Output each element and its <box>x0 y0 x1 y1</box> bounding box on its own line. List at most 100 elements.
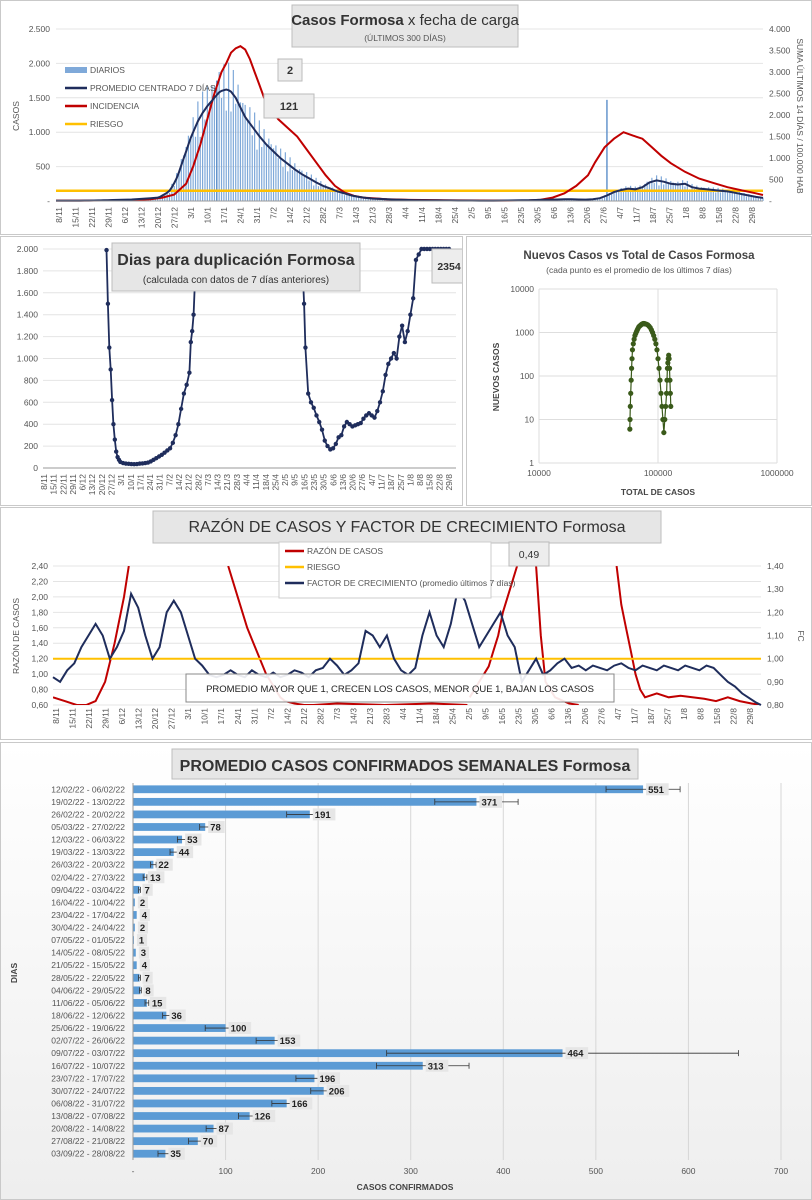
daily-bar <box>596 198 599 201</box>
c1-x-tick: 16/5 <box>500 207 510 224</box>
daily-bar <box>251 135 253 201</box>
daily-bar <box>353 195 355 201</box>
legend-label: RIESGO <box>307 562 340 572</box>
duplicacion-point <box>399 323 405 328</box>
c4-x-tick: 24/1 <box>233 708 243 725</box>
daily-bar <box>329 187 331 201</box>
category-label: 19/03/22 - 13/03/22 <box>51 847 125 857</box>
y-tick: 1,00 <box>31 669 48 679</box>
daily-bar <box>183 155 185 201</box>
scatter-point <box>666 365 673 371</box>
daily-bar <box>365 198 367 201</box>
daily-bar <box>287 171 289 201</box>
y-tick: 1.000 <box>29 127 51 137</box>
category-label: 28/05/22 - 22/05/22 <box>51 973 125 983</box>
category-label: 09/07/22 - 03/07/22 <box>51 1048 125 1058</box>
scatter-point <box>655 356 661 362</box>
daily-bar <box>315 177 317 201</box>
value-label-bg <box>138 946 149 959</box>
c1-x-tick: 25/4 <box>450 207 460 224</box>
daily-bar <box>239 102 242 201</box>
daily-bar <box>719 192 722 201</box>
duplicacion-point <box>383 372 388 378</box>
bar <box>133 810 310 819</box>
c4-x-tick: 14/3 <box>348 708 358 725</box>
y2-axis-label: SUMA ÚLTIMOS 14 DÍAS / 100.000 HAB <box>795 38 805 194</box>
daily-bar <box>256 149 258 201</box>
y-tick: 10 <box>525 415 535 425</box>
daily-bar <box>209 102 211 201</box>
daily-bar <box>710 190 712 201</box>
c1-x-tick: 30/5 <box>533 207 543 224</box>
duplicacion-point <box>408 312 413 317</box>
c1-x-tick: 18/4 <box>434 207 444 224</box>
duplicacion-point <box>372 415 377 420</box>
y2-tick: 1,30 <box>767 584 784 594</box>
chart-title: PROMEDIO CASOS CONFIRMADOS SEMANALES For… <box>180 758 631 775</box>
x-tick: 200 <box>311 1166 325 1176</box>
category-label: 13/08/22 - 07/08/22 <box>51 1111 125 1121</box>
daily-bar <box>348 195 350 201</box>
value-label: 166 <box>292 1099 308 1110</box>
scatter-point <box>656 365 662 371</box>
daily-bar <box>232 69 234 202</box>
x-tick: 10000 <box>527 468 551 478</box>
c1-x-tick: 29/8 <box>747 207 757 224</box>
c1-x-tick: 22/8 <box>731 207 741 224</box>
legend-label: DIARIOS <box>90 65 125 75</box>
y-tick: 1.800 <box>17 266 39 276</box>
daily-bar <box>637 189 639 201</box>
value-label-bg <box>136 934 148 947</box>
daily-bar <box>715 192 717 201</box>
x-tick: 400 <box>496 1166 510 1176</box>
value-label-bg <box>142 971 153 984</box>
daily-bar <box>698 188 700 201</box>
daily-bar <box>679 184 681 201</box>
c1-x-tick: 27/6 <box>599 207 609 224</box>
duplicacion-point <box>402 339 408 345</box>
c4-x-tick: 13/6 <box>563 708 573 725</box>
c4-x-tick: 22/11 <box>84 708 94 729</box>
y-tick: 2,40 <box>31 561 48 571</box>
c2-x-tick: 14/2 <box>174 474 184 491</box>
y2-tick: 1.500 <box>769 132 791 142</box>
c1-x-tick: 21/3 <box>368 207 378 224</box>
y-tick: 1 <box>529 458 534 468</box>
c1-x-tick: 11/7 <box>632 207 642 223</box>
daily-bar <box>752 195 755 201</box>
value-label-bg <box>176 846 194 859</box>
daily-bar <box>168 192 171 201</box>
bar <box>133 948 136 957</box>
duplicacion-point <box>330 446 336 451</box>
c2-x-tick: 27/12 <box>107 474 117 496</box>
y-tick: 2.000 <box>17 244 39 254</box>
annotation-box <box>431 248 462 284</box>
daily-bar <box>284 152 286 201</box>
c4-x-tick: 4/4 <box>398 708 408 720</box>
c2-x-tick: 11/4 <box>251 474 261 490</box>
scatter-point <box>663 403 669 410</box>
c4-x-tick: 28/3 <box>381 708 391 725</box>
value-label: 196 <box>319 1074 335 1085</box>
value-label-bg <box>137 896 149 909</box>
daily-bar <box>216 80 218 201</box>
daily-bar <box>696 185 698 201</box>
c4-x-tick: 11/4 <box>415 708 425 724</box>
c2-x-tick: 18/7 <box>386 474 396 491</box>
title-box <box>152 510 662 544</box>
c2-x-tick: 25/4 <box>270 474 280 491</box>
daily-bar <box>324 184 327 201</box>
bar <box>133 848 174 857</box>
y-tick: 2.000 <box>29 58 51 68</box>
y-axis-label: CASOS <box>11 101 21 131</box>
daily-bar <box>235 103 237 201</box>
daily-bar <box>743 192 745 201</box>
daily-bar <box>611 193 613 201</box>
x-tick: 300 <box>404 1166 418 1176</box>
daily-bar <box>246 120 249 201</box>
c2-x-tick: 22/11 <box>58 474 68 495</box>
value-label: 464 <box>568 1049 585 1060</box>
daily-bar <box>317 186 320 201</box>
y-tick: 0,80 <box>31 685 48 695</box>
c1-x-tick: 4/7 <box>615 207 625 219</box>
